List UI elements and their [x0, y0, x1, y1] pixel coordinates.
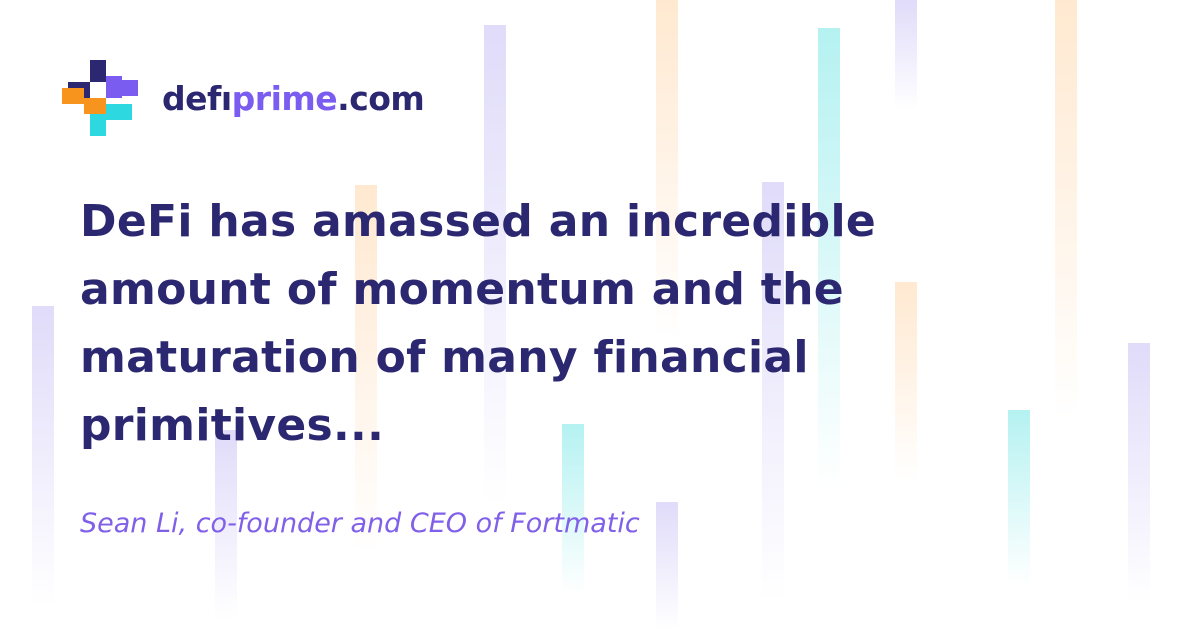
bg-bar [355, 185, 377, 555]
bg-bar [215, 430, 237, 620]
defiprime-logo-icon [62, 60, 138, 136]
bg-bar [895, 0, 917, 110]
brand-name-suffix: .com [337, 78, 425, 118]
bg-bar [818, 28, 840, 488]
bg-bar [484, 25, 506, 505]
brand-name-accent: prime [231, 78, 338, 118]
brand-name: defıprime.com [162, 78, 425, 118]
brand-name-prefix: defı [162, 78, 232, 118]
bg-bar [1055, 0, 1077, 420]
bg-bar [895, 282, 917, 482]
bg-bar [1008, 410, 1030, 585]
bg-bar [762, 182, 784, 602]
bg-bar [656, 502, 678, 630]
bg-bar [32, 306, 54, 606]
bg-bar [1128, 343, 1150, 603]
bg-bar [562, 424, 584, 594]
quote-author: Sean Li, co-founder and CEO of Fortmatic [80, 508, 640, 539]
bg-bar [656, 0, 678, 340]
site-logo[interactable]: defıprime.com [62, 60, 425, 136]
quote-text: DeFi has amassed an incredible amount of… [80, 196, 876, 451]
